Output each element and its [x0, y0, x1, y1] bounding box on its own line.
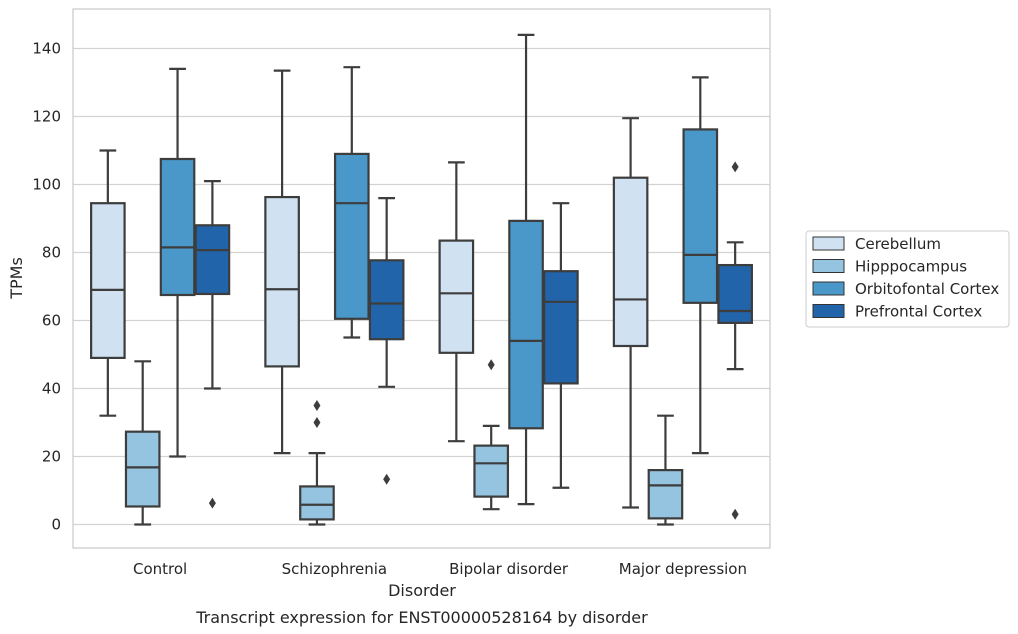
- box-orbitofontal-cortex-control: [159, 67, 196, 458]
- outlier-point: [313, 417, 321, 428]
- box-hipppocampus-schizophrenia: [299, 400, 335, 526]
- series-cerebellum: [90, 69, 649, 509]
- box-series: [90, 33, 753, 526]
- legend-frame: [805, 230, 1010, 328]
- outlier-point: [383, 473, 391, 485]
- box-prefrontal-cortex-schizophrenia: [368, 197, 405, 485]
- box-iqr: [194, 224, 231, 296]
- x-axis-title: Disorder: [388, 581, 456, 600]
- box-cerebellum-bipolar-disorder: [438, 161, 475, 443]
- series-prefrontal-cortex: [194, 161, 753, 520]
- box-iqr: [124, 430, 161, 508]
- box-iqr: [90, 202, 126, 359]
- box-iqr: [438, 239, 475, 354]
- y-axis-title: TPMs: [7, 257, 26, 300]
- outlier-point: [487, 359, 495, 371]
- y-tick-label: 140: [32, 40, 61, 58]
- box-orbitofontal-cortex-schizophrenia: [333, 66, 370, 339]
- box-iqr: [299, 485, 335, 521]
- chart-caption: Transcript expression for ENST0000052816…: [195, 608, 648, 627]
- x-tick-label-major-depression: Major depression: [619, 560, 747, 578]
- x-tick-label-control: Control: [133, 560, 187, 578]
- legend-label-orbitofontal-cortex: Orbitofontal Cortex: [855, 280, 999, 298]
- y-axis-tick-labels: 0 20 40 60 80 100 120 140: [32, 40, 61, 534]
- outlier-point: [731, 508, 739, 520]
- legend-swatch-cerebellum: [812, 236, 845, 251]
- outlier-point: [208, 497, 216, 509]
- y-tick-label: 20: [42, 448, 61, 466]
- box-iqr: [473, 444, 510, 498]
- y-tick-label: 80: [42, 244, 61, 262]
- box-prefrontal-cortex-major-depression: [717, 161, 753, 520]
- y-tick-label: 60: [42, 312, 61, 330]
- box-iqr: [717, 263, 753, 324]
- legend-label-cerebellum: Cerebellum: [855, 235, 941, 253]
- box-cerebellum-schizophrenia: [264, 69, 300, 455]
- legend-swatch-hipppocampus: [812, 259, 845, 273]
- box-iqr: [543, 270, 579, 385]
- box-iqr: [368, 259, 405, 341]
- box-iqr: [647, 469, 684, 520]
- y-tick-label: 40: [42, 380, 61, 398]
- outlier-point: [313, 400, 321, 411]
- box-prefrontal-cortex-bipolar-disorder: [543, 202, 579, 489]
- box-prefrontal-cortex-control: [194, 180, 231, 509]
- box-iqr: [508, 219, 544, 430]
- legend-label-hipppocampus: Hipppocampus: [855, 258, 967, 276]
- box-iqr: [333, 152, 370, 320]
- x-tick-label-schizophrenia: Schizophrenia: [282, 560, 387, 578]
- box-hipppocampus-bipolar-disorder: [473, 359, 510, 511]
- outlier-point: [731, 161, 739, 173]
- box-orbitofontal-cortex-major-depression: [682, 76, 719, 455]
- series-orbitofontal-cortex: [159, 33, 719, 506]
- box-hipppocampus-control: [124, 360, 161, 526]
- x-tick-label-bipolar-disorder: Bipolar disorder: [449, 560, 569, 578]
- series-hipppocampus: [124, 359, 684, 526]
- legend-label-prefrontal-cortex: Prefrontal Cortex: [855, 303, 982, 321]
- box-iqr: [612, 176, 649, 348]
- legend-swatch-orbitofontal-cortex: [812, 281, 845, 296]
- plot-frame: [72, 8, 771, 549]
- box-cerebellum-control: [90, 149, 126, 417]
- legend-swatch-prefrontal-cortex: [812, 304, 845, 318]
- gridlines: [73, 47, 770, 526]
- x-axis-tick-labels: Control Schizophrenia Bipolar disorder Majo…: [133, 560, 747, 578]
- y-tick-label: 100: [32, 176, 61, 194]
- box-iqr: [264, 195, 300, 368]
- box-iqr: [682, 128, 719, 304]
- box-iqr: [159, 157, 196, 297]
- box-cerebellum-major-depression: [612, 117, 649, 509]
- legend: Cerebellum Hipppocampus Orbitofontal Corte…: [805, 230, 1010, 328]
- y-tick-label: 120: [32, 108, 61, 126]
- box-hipppocampus-major-depression: [647, 414, 684, 526]
- y-tick-label: 0: [51, 516, 61, 534]
- box-orbitofontal-cortex-bipolar-disorder: [508, 33, 544, 506]
